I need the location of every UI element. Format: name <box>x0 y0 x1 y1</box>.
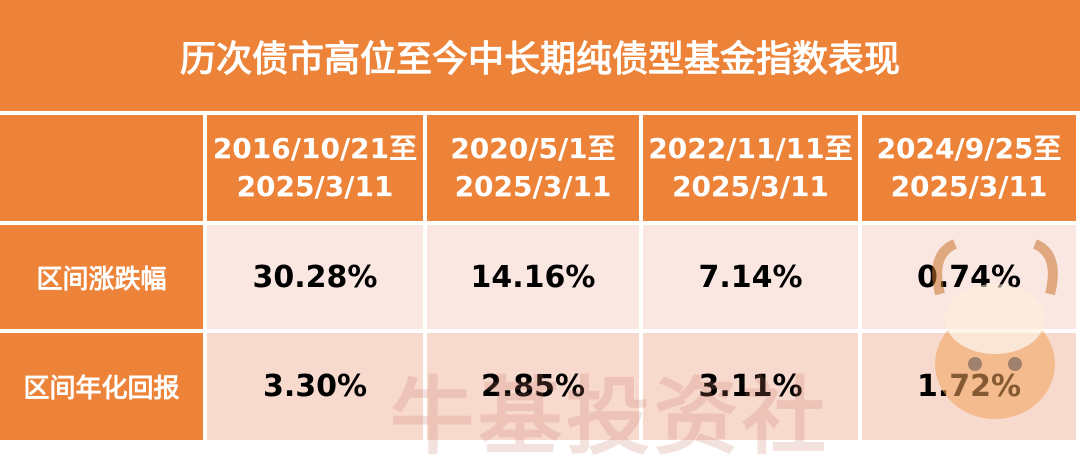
cell-value: 2.85% <box>480 369 586 404</box>
data-cell: 14.16% <box>427 225 639 329</box>
data-cell: 3.30% <box>207 333 423 440</box>
mascot <box>932 239 1058 419</box>
header-line: 2024/9/25至 <box>876 132 1062 165</box>
cell-value: 14.16% <box>470 259 596 295</box>
row-label: 区间涨跌幅 <box>0 225 203 329</box>
cell-value: 7.14% <box>698 259 803 295</box>
header-line: 2025/3/11 <box>890 170 1048 203</box>
row-label: 区间年化回报 <box>0 333 203 440</box>
header-cell: 2016/10/21至 2025/3/11 <box>207 115 423 221</box>
header-cell: 2022/11/11至 2025/3/11 <box>643 115 858 221</box>
header-line: 2022/11/11至 <box>648 132 853 165</box>
data-cell: 7.14% <box>643 225 858 329</box>
header-line: 2025/3/11 <box>454 170 612 203</box>
header-line: 2020/5/1至 <box>450 132 616 165</box>
header-line: 2016/10/21至 <box>212 132 418 165</box>
title: 历次债市高位至今中长期纯债型基金指数表现 <box>0 0 1080 111</box>
data-cell: 2.85% <box>427 333 639 440</box>
header-cell: 2020/5/1至 2025/3/11 <box>427 115 639 221</box>
cell-value: 3.11% <box>698 369 803 404</box>
header-cell: 2024/9/25至 2025/3/11 <box>862 115 1076 221</box>
corner-cell <box>0 115 203 221</box>
header-line: 2025/3/11 <box>672 170 829 203</box>
row-label-text: 区间涨跌幅 <box>36 264 167 295</box>
cell-value: 30.28% <box>252 259 378 295</box>
row-label-text: 区间年化回报 <box>23 374 180 404</box>
data-cell: 3.11% <box>643 333 858 440</box>
header-line: 2025/3/11 <box>236 170 394 203</box>
cell-value: 3.30% <box>262 369 368 404</box>
data-cell: 30.28% <box>207 225 423 329</box>
